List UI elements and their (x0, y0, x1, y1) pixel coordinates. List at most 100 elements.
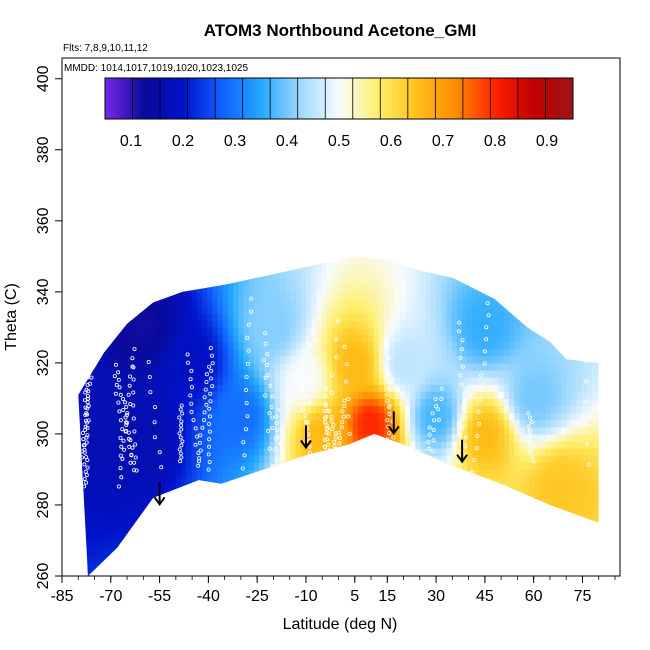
track-point (274, 457, 279, 462)
field-cell (352, 419, 359, 428)
field-cell (571, 384, 578, 392)
field-cell (337, 334, 343, 343)
field-cell (103, 256, 109, 257)
field-cell (103, 505, 109, 513)
field-cell (363, 291, 369, 300)
track-point (584, 441, 589, 446)
field-cell (175, 277, 182, 286)
field-cell (311, 526, 317, 534)
field-cell (103, 377, 109, 385)
field-cell (509, 348, 515, 357)
field-cell (347, 377, 354, 385)
field-cell (316, 291, 323, 300)
field-cell (436, 341, 442, 350)
field-cell (524, 455, 531, 463)
field-cell (477, 512, 484, 520)
field-cell (238, 313, 245, 321)
field-cell (72, 391, 78, 399)
field-cell (165, 561, 172, 570)
field-cell (160, 391, 166, 399)
field-cell (165, 256, 172, 264)
field-cell (207, 505, 213, 513)
field-cell (82, 533, 88, 542)
field-cell (300, 299, 307, 307)
field-cell (342, 469, 349, 478)
field-cell (451, 355, 458, 364)
field-cell (72, 263, 78, 271)
field-cell (196, 540, 203, 549)
field-cell (420, 568, 427, 576)
field-cell (576, 263, 583, 272)
field-cell (170, 455, 177, 463)
field-cell (144, 277, 151, 286)
field-cell (436, 483, 442, 492)
field-cell (170, 512, 177, 520)
field-cell (540, 462, 546, 470)
field-cell (87, 576, 93, 584)
field-cell (123, 313, 130, 321)
field-cell (196, 490, 203, 499)
field-cell (191, 448, 198, 456)
field-cell (129, 270, 135, 279)
field-cell (201, 561, 208, 570)
field-cell (368, 334, 375, 343)
field-cell (285, 426, 291, 435)
field-cell (394, 497, 401, 506)
field-cell (217, 291, 224, 300)
field-cell (97, 490, 104, 499)
field-cell (514, 405, 520, 414)
field-cell (97, 277, 104, 286)
field-cell (337, 398, 343, 407)
field-cell (384, 462, 390, 470)
field-cell (519, 561, 526, 570)
field-cell (78, 469, 83, 478)
field-cell (149, 377, 156, 385)
field-cell (571, 398, 578, 407)
field-cell (436, 469, 442, 478)
field-cell (326, 426, 333, 435)
field-cell (451, 469, 458, 478)
field-cell (139, 426, 146, 435)
field-cell (212, 256, 219, 264)
field-cell (170, 320, 177, 328)
field-cell (477, 533, 484, 542)
field-cell (467, 448, 474, 456)
field-cell (399, 327, 406, 336)
field-cell (253, 561, 260, 570)
field-cell (82, 320, 88, 328)
track-point (306, 469, 311, 474)
field-cell (482, 405, 489, 414)
field-cell (540, 284, 546, 293)
field-cell (519, 526, 526, 534)
field-cell (253, 519, 260, 527)
field-cell (181, 263, 187, 272)
track-point (526, 424, 531, 429)
field-cell (196, 426, 203, 435)
field-cell (285, 263, 291, 272)
field-cell (87, 355, 94, 364)
field-cell (587, 476, 593, 485)
field-cell (264, 512, 271, 520)
field-cell (207, 270, 213, 279)
field-cell (259, 433, 265, 442)
field-cell (165, 377, 172, 385)
field-cell (149, 441, 156, 449)
field-cell (326, 497, 333, 506)
field-cell (368, 263, 375, 272)
field-cell (566, 412, 572, 421)
field-cell (493, 455, 500, 463)
track-point (131, 365, 136, 370)
field-cell (191, 377, 198, 385)
field-cell (477, 306, 484, 314)
field-cell (306, 505, 312, 513)
field-cell (581, 455, 588, 463)
field-cell (248, 348, 255, 357)
field-cell (561, 547, 567, 556)
field-cell (207, 370, 213, 378)
field-cell (217, 370, 224, 378)
field-cell (108, 547, 114, 556)
field-cell (482, 263, 489, 272)
field-cell (436, 419, 442, 428)
field-cell (404, 433, 411, 442)
field-cell (311, 362, 317, 371)
